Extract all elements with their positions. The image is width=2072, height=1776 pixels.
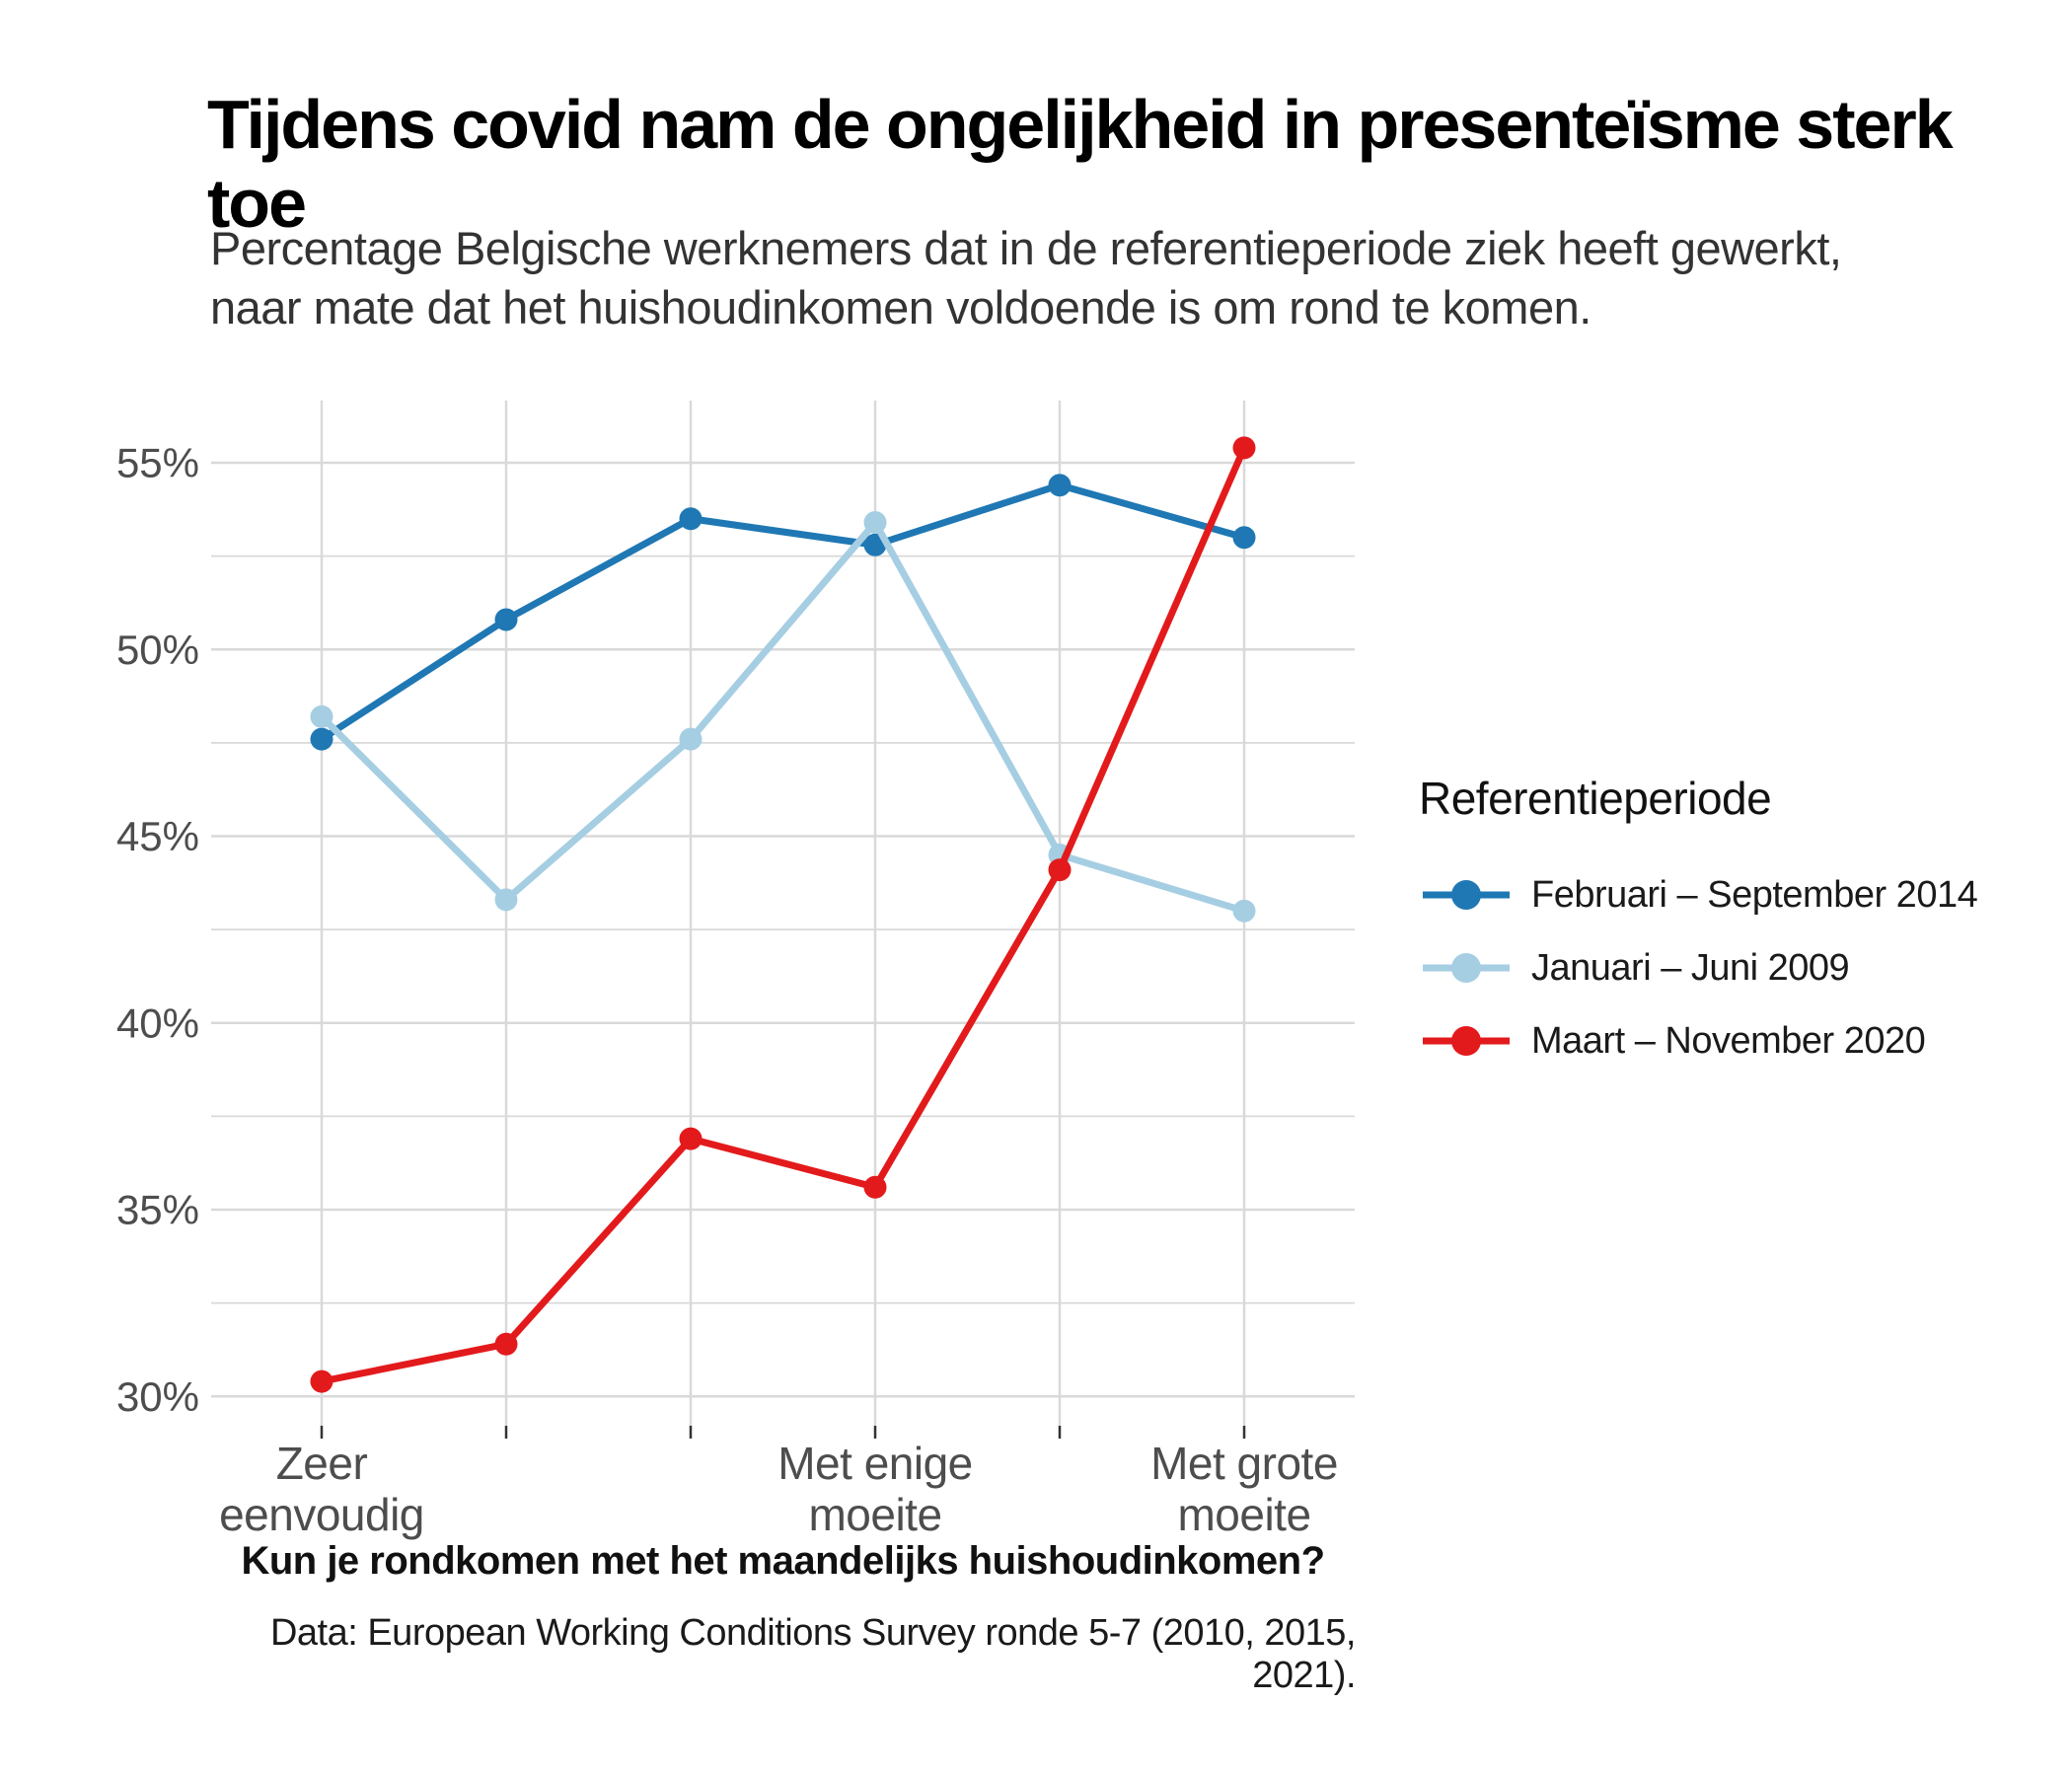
data-point-2 bbox=[1232, 436, 1256, 460]
series-line-2 bbox=[321, 446, 1248, 1385]
x-tick-label: Zeer bbox=[276, 1438, 368, 1489]
data-point-0 bbox=[1232, 526, 1256, 550]
legend: Referentieperiode Februari – September 2… bbox=[1419, 772, 2050, 1077]
subtitle-line-2: naar mate dat het huishoudinkomen voldoe… bbox=[210, 281, 1591, 333]
data-point-0 bbox=[494, 608, 518, 631]
y-tick-label: 40% bbox=[116, 999, 199, 1046]
x-tick-label: moeite bbox=[1177, 1489, 1310, 1540]
data-source-caption: Data: European Working Conditions Survey… bbox=[269, 1612, 1357, 1696]
legend-label: Februari – September 2014 bbox=[1531, 873, 1978, 916]
legend-key-icon bbox=[1423, 953, 1510, 983]
x-axis-title: Kun je rondkomen met het maandelijks hui… bbox=[241, 1539, 1325, 1583]
series-line-0 bbox=[320, 481, 1245, 743]
legend-item: Maart – November 2020 bbox=[1419, 1004, 2050, 1077]
legend-item: Januari – Juni 2009 bbox=[1419, 931, 2050, 1004]
data-point-1 bbox=[679, 727, 703, 751]
y-tick-label: 35% bbox=[116, 1187, 199, 1233]
legend-label: Januari – Juni 2009 bbox=[1531, 946, 1850, 989]
data-point-1 bbox=[310, 704, 333, 728]
data-point-1 bbox=[494, 888, 518, 912]
x-tick-label: Met grote bbox=[1150, 1438, 1338, 1489]
series-line-1 bbox=[319, 519, 1246, 915]
y-tick-label: 45% bbox=[116, 813, 199, 859]
x-tick-label: moeite bbox=[808, 1489, 941, 1540]
legend-key-dot bbox=[1451, 953, 1481, 983]
data-point-2 bbox=[1048, 858, 1072, 882]
legend-key-icon bbox=[1423, 880, 1510, 910]
data-point-2 bbox=[679, 1127, 703, 1150]
data-point-0 bbox=[1048, 474, 1072, 497]
legend-key-icon bbox=[1423, 1026, 1510, 1056]
page-subtitle: Percentage Belgische werknemers dat in d… bbox=[210, 219, 1947, 337]
data-point-2 bbox=[310, 1369, 333, 1393]
data-point-0 bbox=[679, 507, 703, 531]
data-point-2 bbox=[863, 1175, 887, 1199]
legend-key-dot bbox=[1451, 880, 1481, 910]
data-point-2 bbox=[494, 1332, 518, 1356]
legend-item: Februari – September 2014 bbox=[1419, 858, 2050, 931]
legend-items: Februari – September 2014 Januari – Juni … bbox=[1419, 858, 2050, 1077]
subtitle-line-1: Percentage Belgische werknemers dat in d… bbox=[210, 222, 1842, 274]
y-tick-label: 55% bbox=[116, 440, 199, 486]
x-tick-label: eenvoudig bbox=[219, 1489, 424, 1540]
legend-label: Maart – November 2020 bbox=[1531, 1019, 1926, 1062]
y-tick-label: 30% bbox=[116, 1373, 199, 1420]
legend-title: Referentieperiode bbox=[1419, 773, 1772, 824]
y-tick-label: 50% bbox=[116, 627, 199, 673]
data-point-0 bbox=[310, 727, 333, 751]
data-point-1 bbox=[1232, 899, 1256, 923]
x-tick-label: Met enige bbox=[777, 1438, 973, 1489]
data-point-1 bbox=[863, 511, 887, 535]
legend-key-dot bbox=[1451, 1026, 1481, 1056]
page-title: Tijdens covid nam de ongelijkheid in pre… bbox=[207, 86, 1954, 242]
